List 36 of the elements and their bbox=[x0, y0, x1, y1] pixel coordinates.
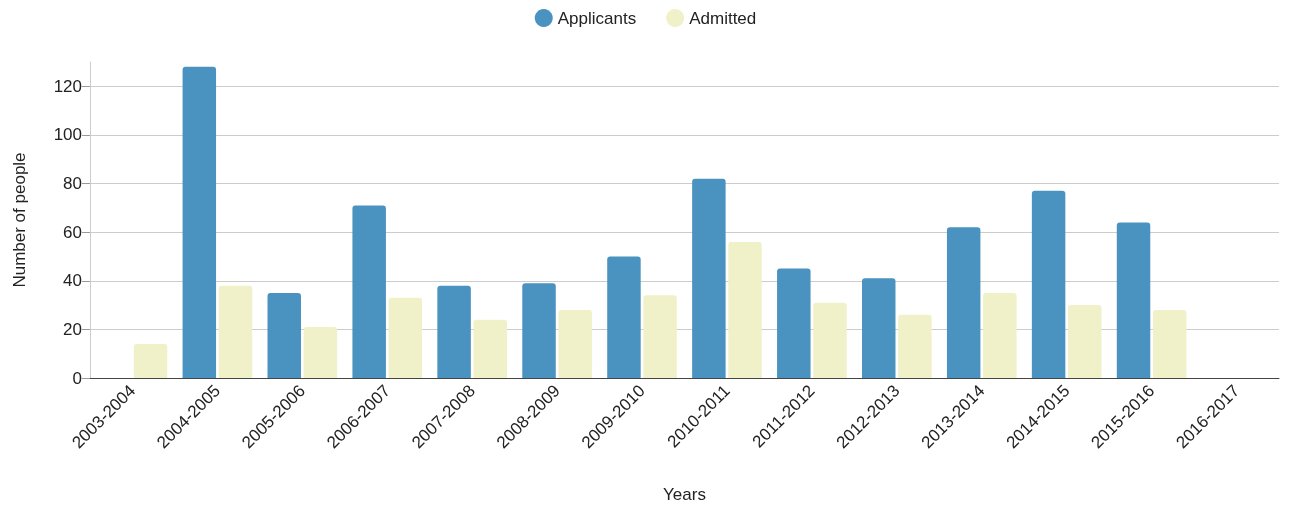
bar bbox=[643, 295, 677, 378]
bar bbox=[437, 285, 471, 378]
y-tick-label: 80 bbox=[63, 174, 82, 194]
bar bbox=[1031, 190, 1066, 378]
bar bbox=[1068, 305, 1102, 378]
y-tick-label: 60 bbox=[63, 222, 82, 242]
bar bbox=[522, 283, 556, 378]
y-axis-title: Number of people bbox=[10, 152, 29, 288]
y-tick-label: 20 bbox=[63, 319, 82, 339]
bar bbox=[728, 241, 762, 378]
bar bbox=[352, 205, 386, 378]
y-tick-label: 0 bbox=[72, 368, 82, 388]
bar bbox=[267, 292, 301, 378]
bar bbox=[388, 297, 423, 378]
y-tick-label: 40 bbox=[63, 271, 82, 291]
bar bbox=[692, 178, 726, 378]
bar bbox=[862, 278, 896, 378]
legend-label: Admitted bbox=[689, 8, 757, 28]
bar bbox=[182, 66, 217, 378]
bar bbox=[303, 326, 338, 378]
bar bbox=[1152, 309, 1187, 378]
bar bbox=[607, 256, 641, 378]
y-tick-label: 120 bbox=[53, 76, 82, 96]
bar bbox=[946, 227, 981, 378]
bar bbox=[813, 302, 847, 378]
bar bbox=[473, 319, 507, 378]
bar bbox=[1116, 222, 1151, 378]
bar bbox=[558, 309, 592, 378]
bar bbox=[133, 343, 168, 378]
bar bbox=[218, 285, 253, 378]
legend-label: Applicants bbox=[557, 8, 637, 28]
bar bbox=[983, 292, 1017, 378]
x-axis-title: Years bbox=[663, 485, 706, 504]
bar bbox=[898, 314, 932, 378]
y-tick-label: 100 bbox=[53, 125, 82, 145]
bar bbox=[777, 268, 811, 378]
